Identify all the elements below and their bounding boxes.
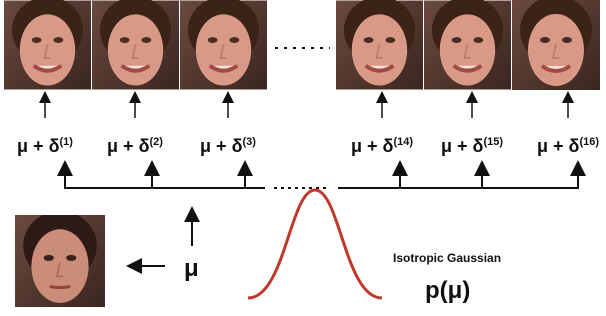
- label-superscript: (16): [579, 136, 599, 148]
- label-superscript: (3): [243, 136, 257, 148]
- label-base: μ + δ: [17, 136, 60, 156]
- label-base: μ + δ: [441, 136, 484, 156]
- sample-label: μ + δ(15): [441, 136, 503, 156]
- prior-title: Isotropic Gaussian: [393, 251, 501, 265]
- label-superscript: (2): [150, 136, 164, 148]
- label-superscript: (15): [483, 136, 503, 148]
- sample-label: μ + δ(16): [537, 136, 599, 156]
- mean-face: [15, 211, 105, 307]
- prior-formula: p(μ): [425, 277, 470, 304]
- label-superscript: (1): [60, 136, 74, 148]
- sample-labels: μ + δ(1)μ + δ(2)μ + δ(3)μ + δ(14)μ + δ(1…: [17, 136, 599, 156]
- sample-faces: [4, 0, 600, 90]
- label-base: μ + δ: [537, 136, 580, 156]
- label-base: μ + δ: [200, 136, 243, 156]
- sample-label: μ + δ(3): [200, 136, 256, 156]
- mean-label: μ: [184, 255, 199, 282]
- label-superscript: (14): [393, 136, 413, 148]
- gaussian-curve: [248, 190, 382, 298]
- bracket: [65, 168, 578, 266]
- sample-label: μ + δ(2): [107, 136, 163, 156]
- sample-label: μ + δ(14): [351, 136, 413, 156]
- label-base: μ + δ: [351, 136, 394, 156]
- label-base: μ + δ: [107, 136, 150, 156]
- sample-label: μ + δ(1): [17, 136, 73, 156]
- up-arrows: [45, 97, 568, 118]
- figure: μ Isotropic Gaussian p(μ) μ + δ(1)μ + δ(…: [0, 0, 606, 311]
